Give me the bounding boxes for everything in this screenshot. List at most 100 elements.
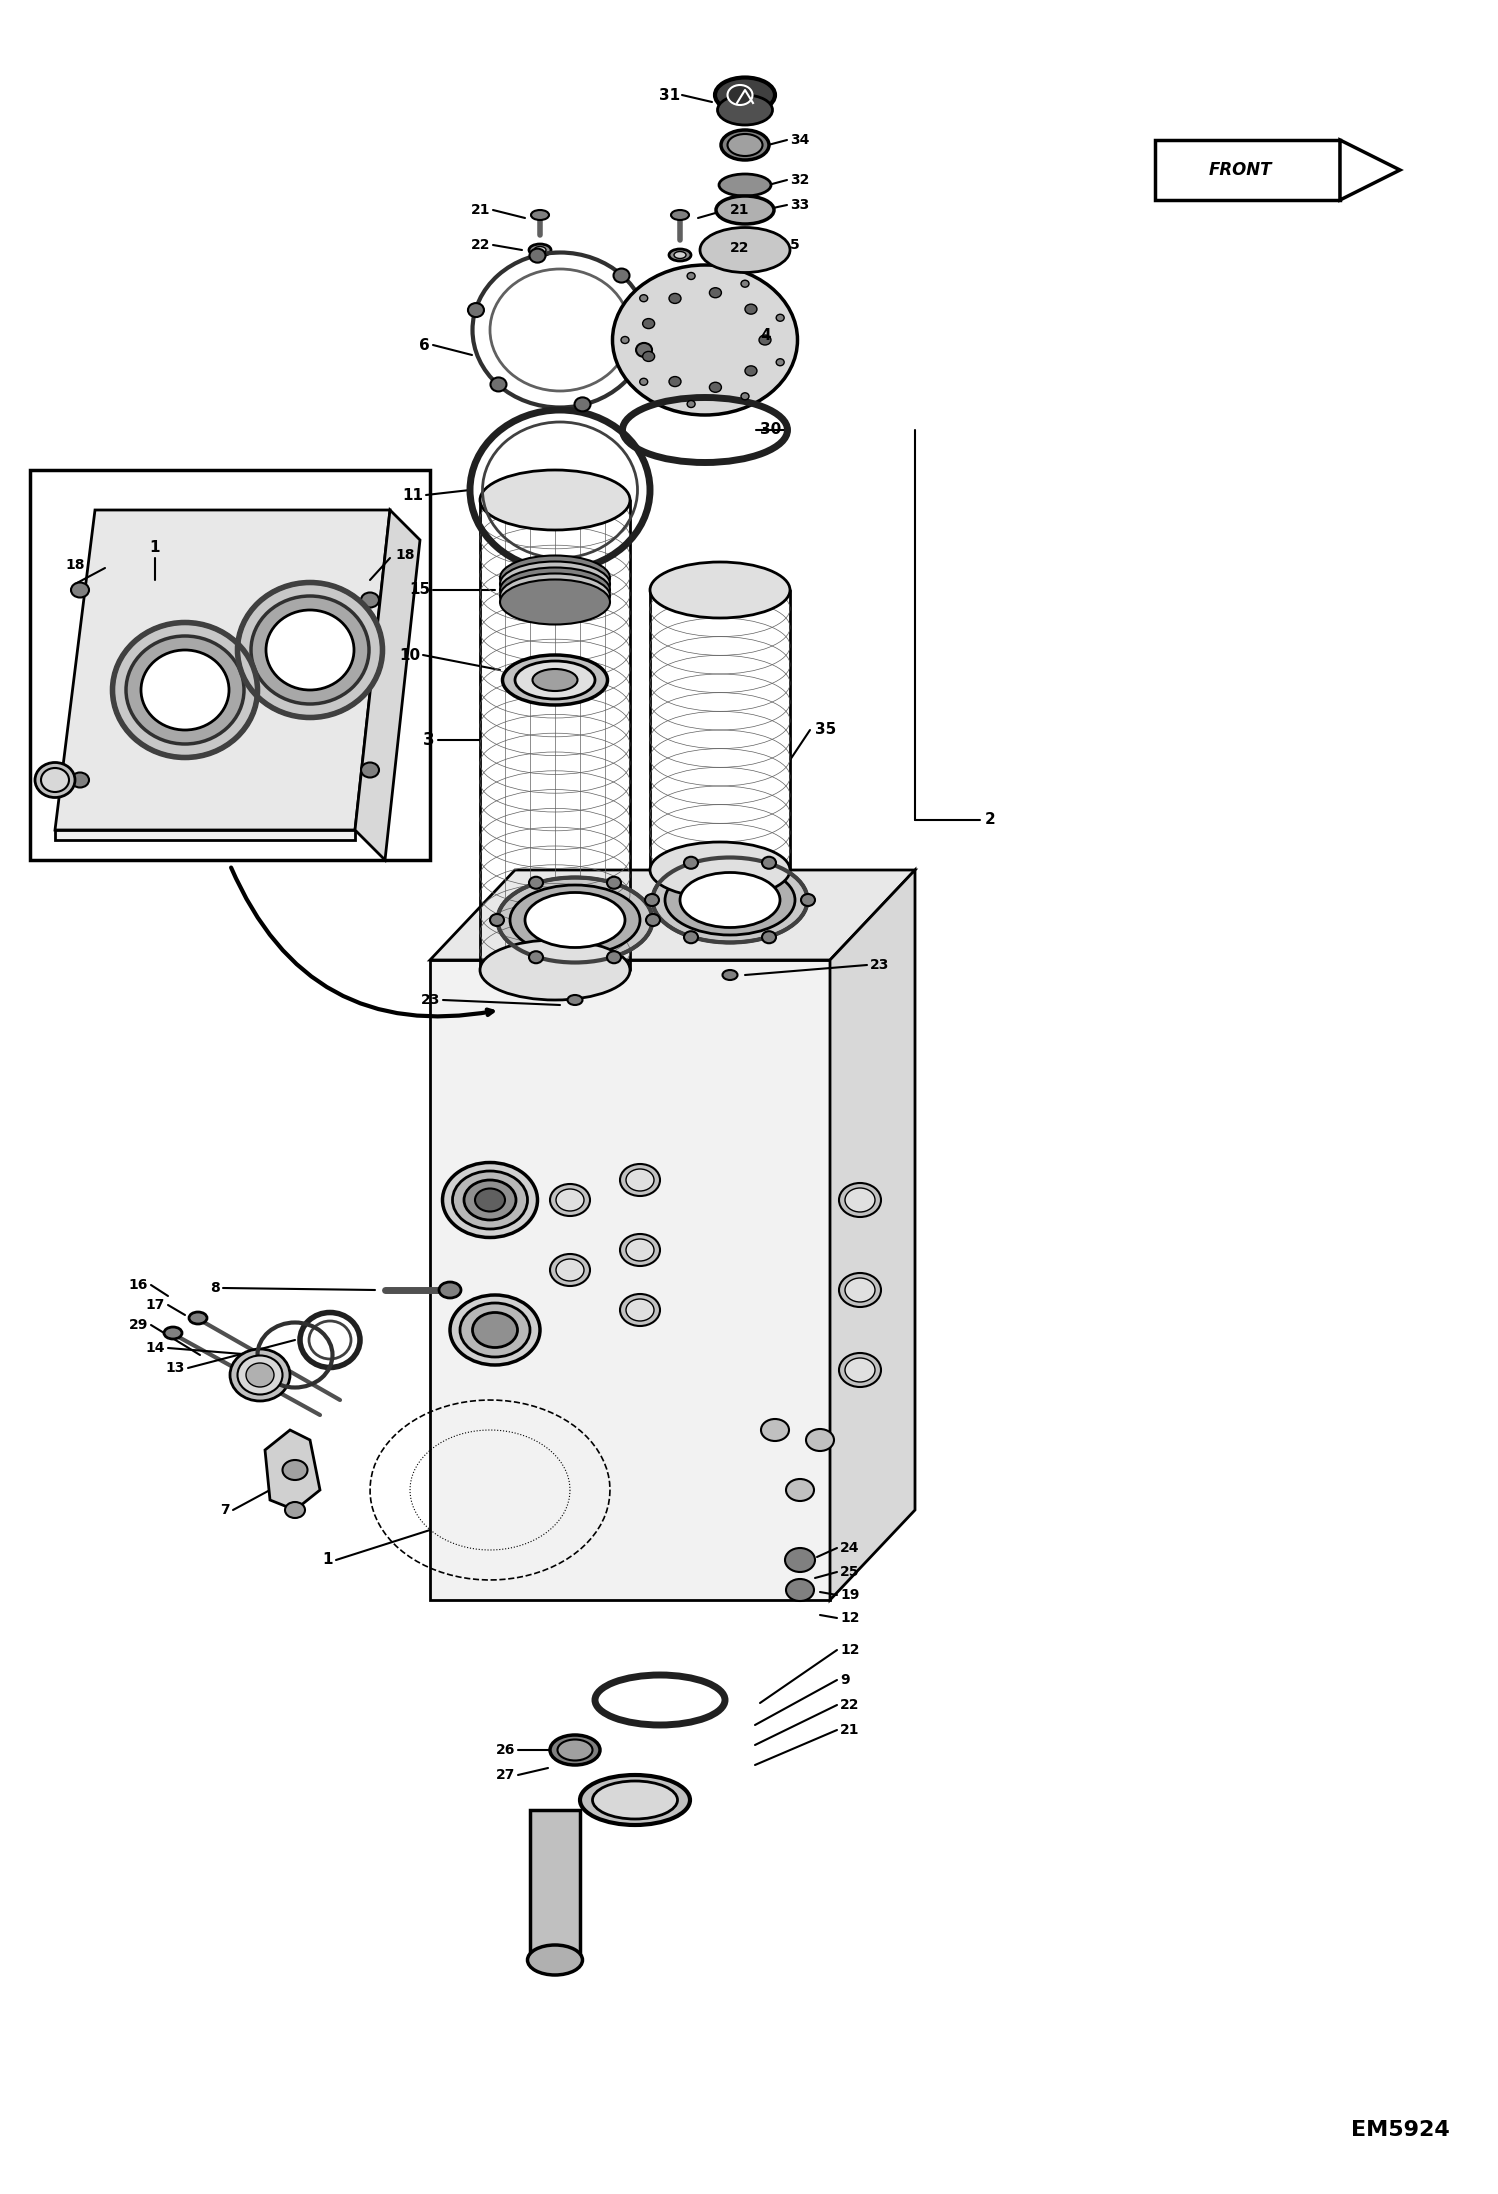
Ellipse shape: [524, 893, 625, 948]
Ellipse shape: [361, 764, 379, 777]
Text: 13: 13: [166, 1360, 184, 1376]
Text: 35: 35: [815, 722, 836, 737]
Text: 29: 29: [129, 1319, 148, 1332]
Ellipse shape: [716, 195, 774, 224]
Polygon shape: [530, 1810, 580, 1959]
Polygon shape: [430, 871, 915, 961]
Ellipse shape: [529, 248, 545, 263]
Ellipse shape: [637, 342, 652, 358]
Ellipse shape: [721, 129, 768, 160]
Text: 1: 1: [322, 1553, 333, 1567]
Text: 18: 18: [395, 548, 415, 562]
Ellipse shape: [719, 173, 771, 195]
Text: 9: 9: [840, 1674, 849, 1687]
Text: 17: 17: [145, 1299, 165, 1312]
Ellipse shape: [238, 581, 382, 717]
Text: 25: 25: [840, 1564, 860, 1580]
Polygon shape: [265, 1430, 321, 1509]
Text: 4: 4: [759, 327, 770, 342]
Ellipse shape: [550, 1255, 590, 1286]
Ellipse shape: [502, 656, 608, 704]
Ellipse shape: [776, 360, 783, 366]
Text: 24: 24: [840, 1540, 860, 1556]
Ellipse shape: [141, 649, 229, 731]
Ellipse shape: [620, 1294, 661, 1325]
Polygon shape: [30, 470, 430, 860]
Ellipse shape: [640, 377, 647, 386]
Text: 34: 34: [789, 134, 809, 147]
Ellipse shape: [715, 77, 774, 112]
Ellipse shape: [670, 248, 691, 261]
Ellipse shape: [126, 636, 244, 744]
Ellipse shape: [742, 281, 749, 287]
Ellipse shape: [593, 1782, 677, 1819]
Text: 2: 2: [986, 812, 996, 827]
Ellipse shape: [685, 858, 698, 869]
Ellipse shape: [622, 336, 629, 344]
Ellipse shape: [839, 1354, 881, 1387]
Text: 6: 6: [419, 338, 430, 353]
Ellipse shape: [500, 568, 610, 612]
Text: 8: 8: [210, 1281, 220, 1294]
Ellipse shape: [680, 873, 780, 928]
Ellipse shape: [70, 772, 88, 788]
Ellipse shape: [640, 294, 647, 303]
Ellipse shape: [530, 211, 548, 219]
Text: 12: 12: [840, 1643, 860, 1656]
Ellipse shape: [646, 893, 659, 906]
Text: 22: 22: [730, 241, 749, 255]
Ellipse shape: [479, 939, 631, 1000]
Ellipse shape: [556, 1189, 584, 1211]
Ellipse shape: [671, 211, 689, 219]
Ellipse shape: [550, 1185, 590, 1215]
Ellipse shape: [189, 1312, 207, 1323]
Ellipse shape: [626, 1169, 655, 1191]
Text: 16: 16: [129, 1277, 148, 1292]
Text: 18: 18: [64, 557, 84, 573]
Ellipse shape: [515, 660, 595, 700]
Ellipse shape: [653, 858, 807, 943]
Polygon shape: [830, 871, 915, 1599]
Ellipse shape: [845, 1358, 875, 1382]
Polygon shape: [1341, 140, 1401, 200]
Ellipse shape: [580, 1775, 691, 1825]
Text: 30: 30: [759, 423, 782, 437]
Text: EM5924: EM5924: [1351, 2119, 1450, 2139]
Polygon shape: [430, 961, 830, 1599]
Ellipse shape: [806, 1428, 834, 1450]
Text: 33: 33: [789, 197, 809, 213]
Ellipse shape: [490, 377, 506, 391]
Ellipse shape: [745, 366, 756, 375]
Ellipse shape: [40, 768, 69, 792]
Ellipse shape: [500, 555, 610, 601]
Text: 23: 23: [421, 994, 440, 1007]
Ellipse shape: [529, 952, 542, 963]
Text: 21: 21: [730, 204, 749, 217]
Ellipse shape: [643, 351, 655, 362]
Ellipse shape: [479, 470, 631, 531]
Ellipse shape: [252, 597, 369, 704]
Ellipse shape: [475, 1189, 505, 1211]
Ellipse shape: [112, 623, 258, 757]
Ellipse shape: [500, 579, 610, 625]
Ellipse shape: [529, 244, 551, 257]
Ellipse shape: [650, 562, 789, 619]
Ellipse shape: [728, 86, 752, 105]
Ellipse shape: [674, 252, 686, 259]
Text: 11: 11: [401, 487, 422, 502]
Ellipse shape: [742, 393, 749, 399]
Text: 1: 1: [150, 540, 160, 555]
Ellipse shape: [613, 265, 797, 415]
Text: 32: 32: [789, 173, 809, 186]
Ellipse shape: [556, 1259, 584, 1281]
Ellipse shape: [650, 842, 789, 897]
Ellipse shape: [801, 893, 815, 906]
Ellipse shape: [665, 864, 795, 935]
Ellipse shape: [845, 1187, 875, 1211]
Ellipse shape: [845, 1277, 875, 1301]
Ellipse shape: [568, 996, 583, 1005]
Ellipse shape: [529, 878, 542, 889]
Text: 22: 22: [840, 1698, 860, 1711]
Ellipse shape: [620, 1233, 661, 1266]
Ellipse shape: [722, 970, 737, 981]
